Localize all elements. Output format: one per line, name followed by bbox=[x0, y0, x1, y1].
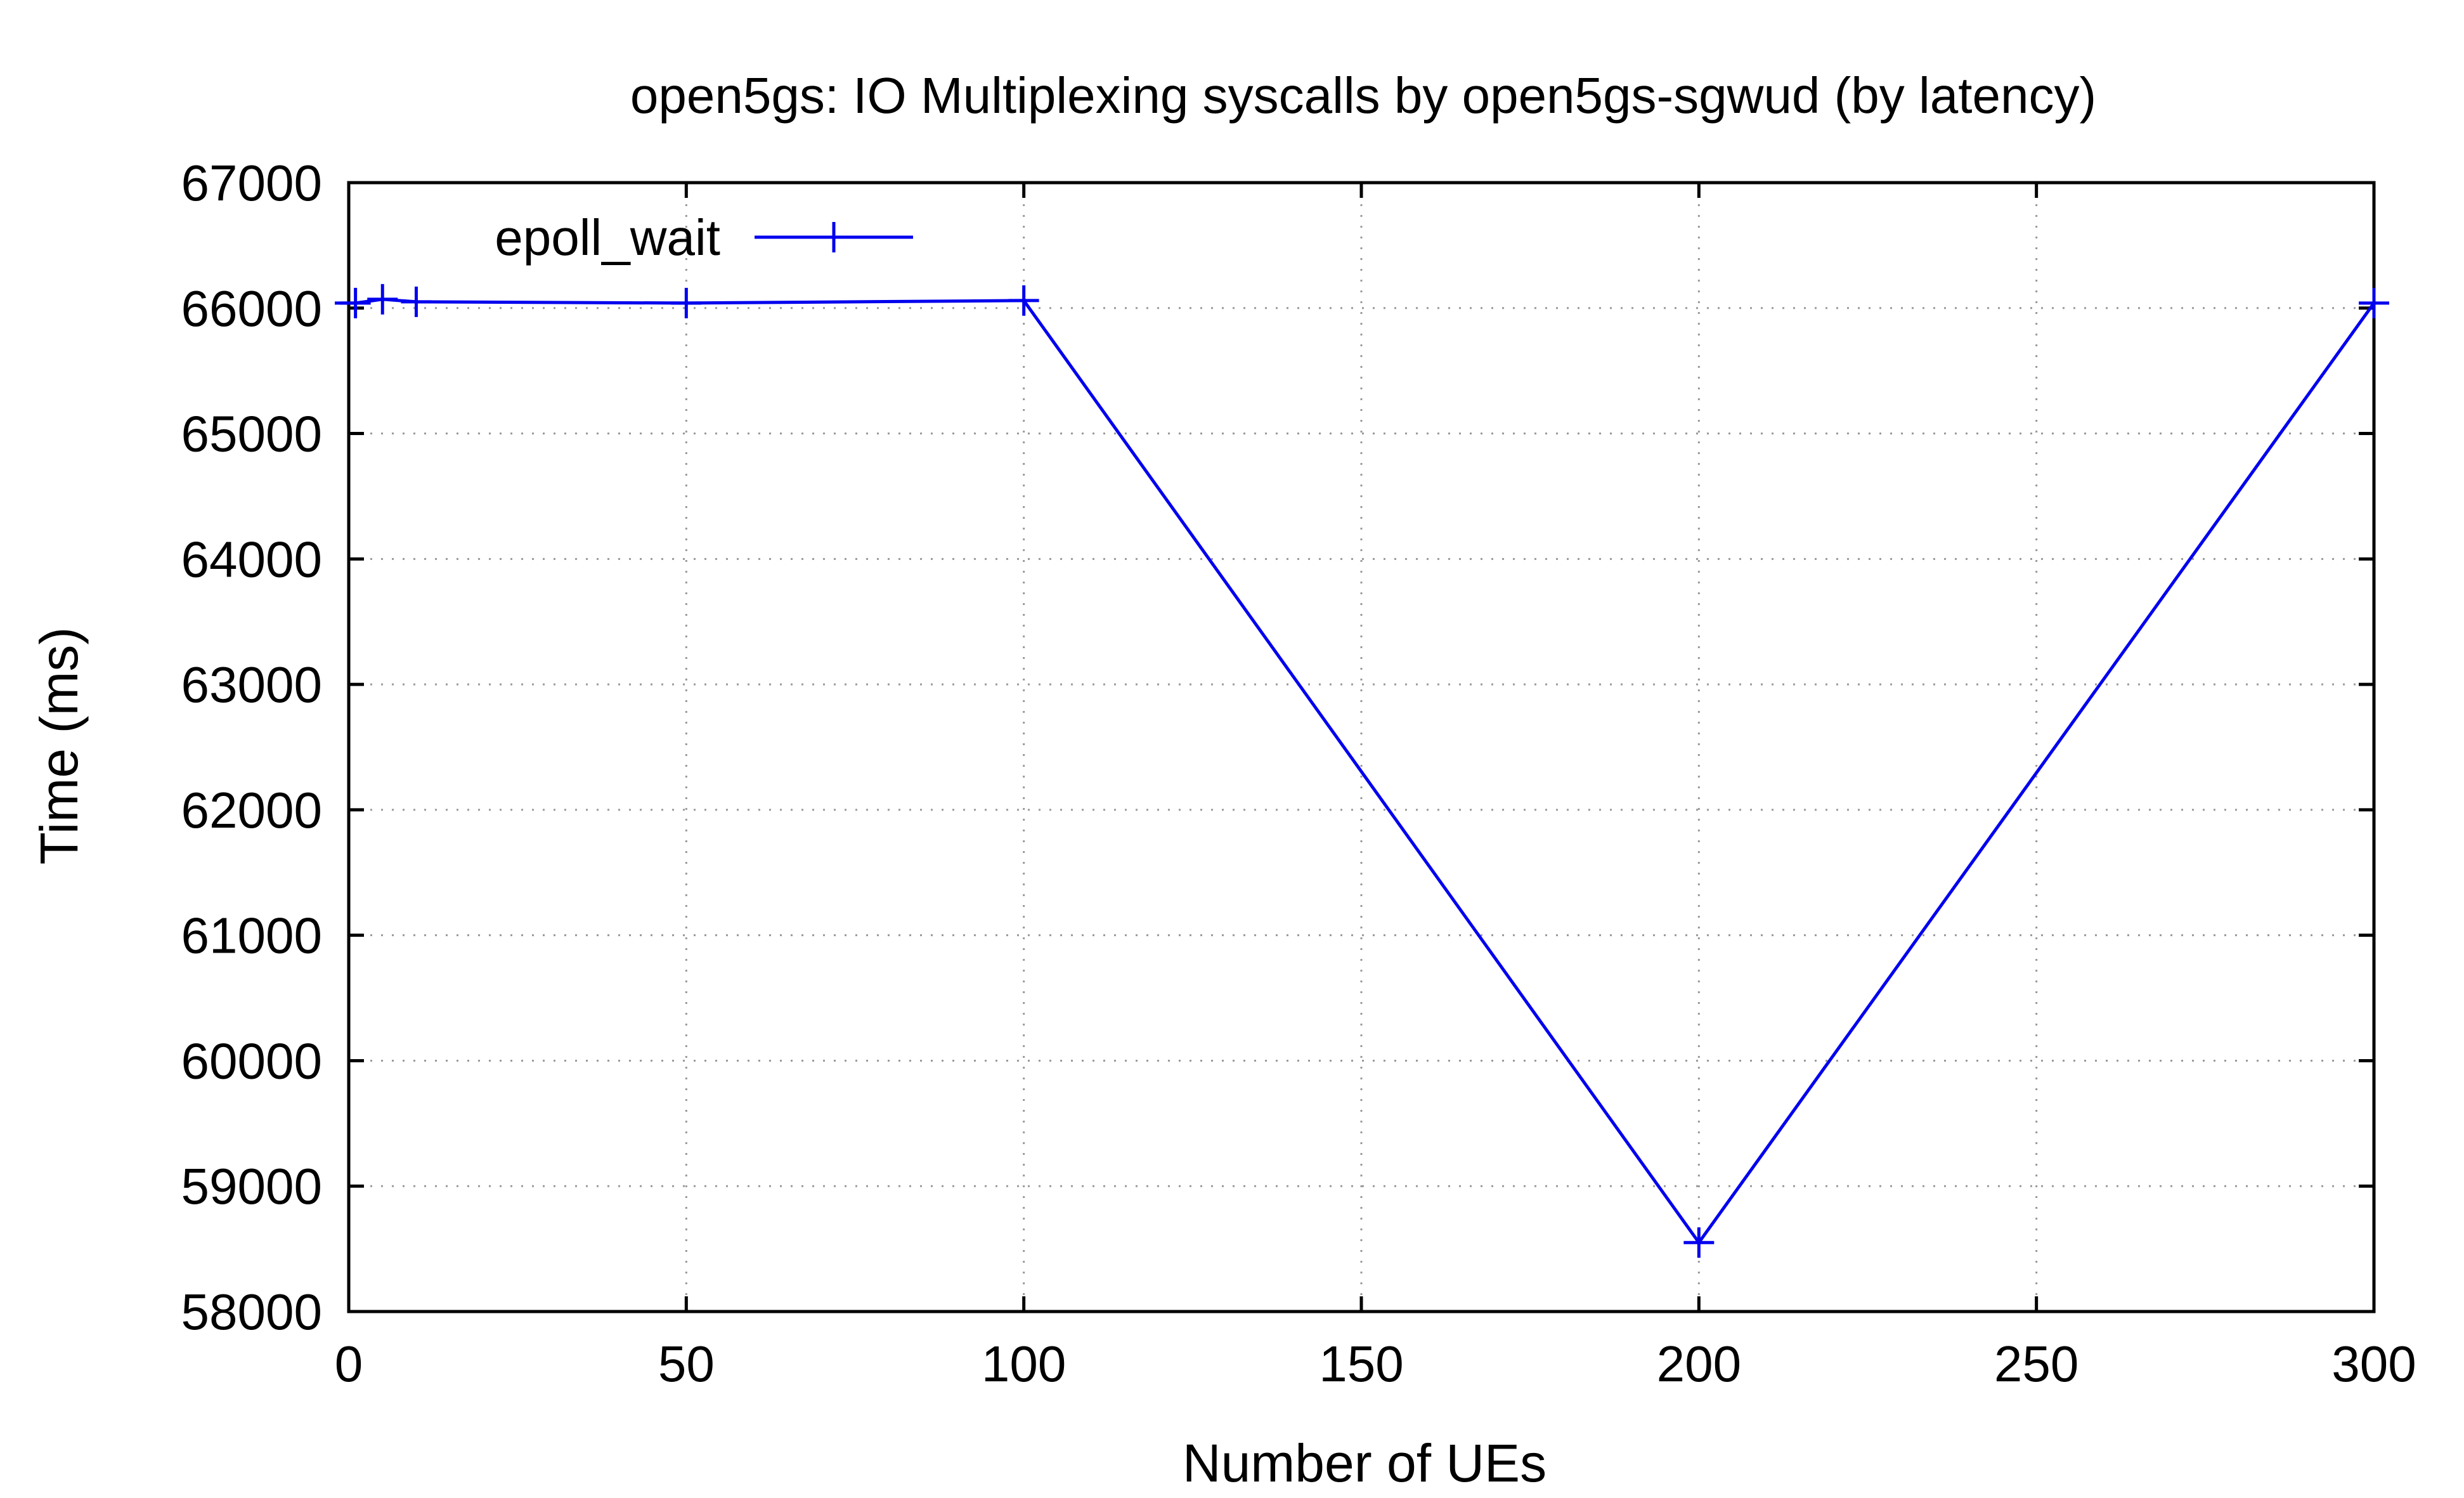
y-tick-label: 67000 bbox=[181, 155, 322, 211]
y-tick-label: 62000 bbox=[181, 782, 322, 838]
x-tick-label: 250 bbox=[1994, 1336, 2078, 1392]
data-point bbox=[367, 283, 398, 315]
x-tick-label: 200 bbox=[1657, 1336, 1741, 1392]
x-axis-label: Number of UEs bbox=[1183, 1433, 1546, 1493]
x-tick-label: 100 bbox=[982, 1336, 1066, 1392]
y-tick-label: 61000 bbox=[181, 908, 322, 964]
y-tick-label: 63000 bbox=[181, 656, 322, 713]
y-axis-label: Time (ms) bbox=[29, 627, 89, 865]
chart-title: open5gs: IO Multiplexing syscalls by ope… bbox=[630, 67, 2096, 124]
x-tick-label: 50 bbox=[658, 1336, 715, 1392]
data-point bbox=[671, 287, 702, 318]
x-tick-label: 0 bbox=[335, 1336, 363, 1392]
y-tick-labels: 58000 59000 60000 61000 62000 63000 64000 65000… bbox=[181, 155, 322, 1340]
legend-label-epoll-wait: epoll_wait bbox=[495, 209, 720, 266]
series-layer bbox=[335, 283, 2389, 1258]
x-tick-label: 300 bbox=[2331, 1336, 2416, 1392]
legend: epoll_wait bbox=[495, 209, 913, 266]
y-tick-label: 58000 bbox=[181, 1284, 322, 1340]
y-tick-label: 60000 bbox=[181, 1032, 322, 1089]
x-tick-label: 150 bbox=[1319, 1336, 1403, 1392]
data-point bbox=[1008, 285, 1039, 316]
data-point bbox=[401, 286, 432, 317]
y-tick-label: 64000 bbox=[181, 531, 322, 587]
y-tick-label: 65000 bbox=[181, 406, 322, 462]
y-tick-label: 59000 bbox=[181, 1158, 322, 1215]
x-tick-labels: 0 50 100 150 200 250 300 bbox=[335, 1336, 2416, 1392]
data-point bbox=[2359, 287, 2389, 318]
data-point bbox=[1683, 1227, 1715, 1258]
legend-marker-epoll-wait bbox=[819, 222, 849, 252]
data-point bbox=[340, 287, 371, 318]
plot-frame bbox=[347, 181, 2376, 1313]
y-tick-label: 66000 bbox=[181, 280, 322, 337]
